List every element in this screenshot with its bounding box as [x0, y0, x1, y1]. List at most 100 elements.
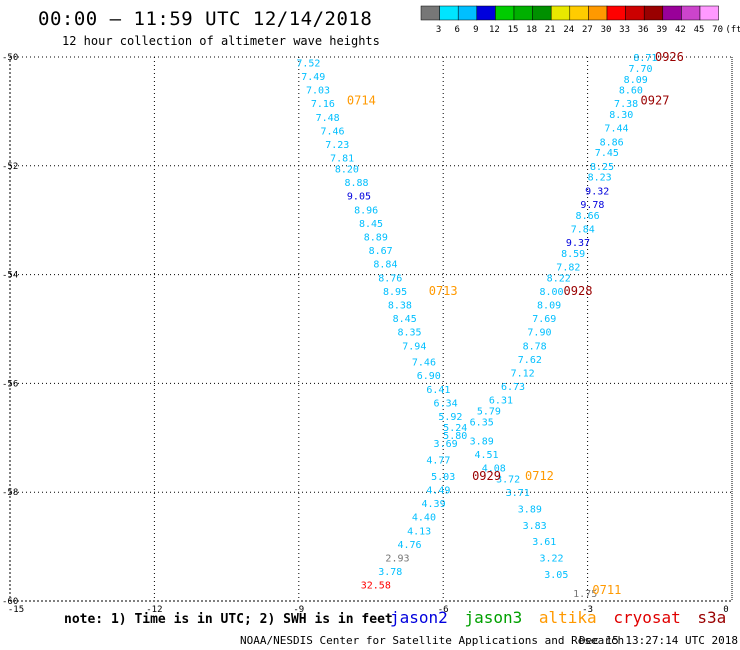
data-point-label: 4.51: [474, 450, 498, 461]
data-point-label: 7.94: [402, 341, 426, 352]
data-point-label: 6.73: [501, 382, 525, 393]
colorbar-label: 24: [563, 25, 574, 35]
data-point-label: 8.09: [624, 75, 648, 86]
colorbar-swatch: [550, 5, 571, 21]
data-point-label: 7.49: [301, 72, 325, 83]
data-point-label: 4.76: [397, 540, 421, 551]
data-point-label: 7.44: [604, 124, 628, 135]
data-point-label: 8.96: [354, 205, 378, 216]
x-tick-label: -3: [582, 605, 593, 615]
colorbar-label: (ft): [725, 25, 740, 35]
data-point-label: 4.39: [422, 499, 446, 510]
colorbar-swatch: [606, 5, 626, 21]
colorbar-label: 30: [601, 25, 612, 35]
data-point-label: 6.34: [434, 398, 458, 409]
data-point-label: 3.72: [496, 475, 520, 486]
data-point-label: 8.00: [539, 287, 563, 298]
pass-label: 0929: [472, 469, 501, 483]
data-point-label: 7.12: [511, 369, 535, 380]
colorbar-swatch: [662, 5, 682, 21]
data-point-label: 8.76: [378, 273, 402, 284]
colorbar-label: 42: [675, 25, 686, 35]
colorbar-label: 70: [712, 25, 723, 35]
data-point-label: 8.86: [600, 137, 624, 148]
colorbar-swatch: [532, 5, 552, 21]
data-point-label: 3.78: [378, 567, 402, 578]
legend-s3a: s3a: [697, 608, 727, 627]
data-point-label: 1.75: [573, 589, 597, 600]
colorbar-label: 27: [582, 25, 593, 35]
legend-jason3: jason3: [464, 608, 523, 627]
y-tick-label: -60: [2, 597, 18, 607]
data-point-label: 4.77: [426, 456, 450, 467]
data-point-label: 8.20: [335, 165, 359, 176]
data-point-label: 8.60: [619, 86, 643, 97]
y-tick-label: -50: [2, 53, 18, 63]
data-point-label: 7.62: [518, 355, 542, 366]
data-point-label: 5.80: [443, 431, 467, 442]
data-point-label: 3.89: [518, 505, 542, 516]
colorbar-swatch: [513, 5, 533, 21]
data-point-label: 8.67: [369, 246, 393, 257]
data-point-label: 3.61: [532, 537, 556, 548]
colorbar-label: 33: [619, 25, 630, 35]
data-point-label: 7.46: [412, 358, 436, 369]
data-point-label: 7.16: [311, 99, 335, 110]
page-subtitle: 12 hour collection of altimeter wave hei…: [62, 34, 380, 48]
colorbar-swatch: [625, 5, 645, 21]
data-point-label: 9.32: [585, 186, 609, 197]
data-point-label: 3.83: [523, 521, 547, 532]
legend-altika: altika: [538, 608, 597, 627]
pass-label: 0714: [347, 94, 376, 108]
data-point-label: 7.03: [306, 86, 330, 97]
colorbar-label: 6: [454, 25, 459, 35]
data-point-label: 8.59: [561, 249, 585, 260]
y-tick-label: -56: [2, 379, 18, 389]
data-point-label: 8.45: [393, 314, 417, 325]
x-tick-label: -6: [438, 605, 449, 615]
data-point-label: 8.09: [537, 301, 561, 312]
colorbar-label: 9: [473, 25, 478, 35]
x-tick-label: -15: [8, 605, 24, 615]
legend-jason2: jason2: [390, 608, 448, 627]
colorbar-swatch: [439, 5, 459, 21]
data-point-label: 8.30: [609, 110, 633, 121]
data-point-label: 3.22: [539, 553, 563, 564]
colorbar-label: 36: [638, 25, 649, 35]
data-point-label: 7.23: [325, 140, 349, 151]
data-point-label: 8.22: [547, 273, 571, 284]
colorbar-swatch: [476, 5, 496, 21]
colorbar-swatch: [569, 5, 589, 21]
data-point-label: 7.84: [571, 224, 595, 235]
data-point-label: 7.48: [316, 113, 340, 124]
data-point-label: 9.05: [347, 192, 371, 203]
data-point-label: 6.41: [426, 385, 450, 396]
data-point-label: 8.78: [523, 341, 547, 352]
y-tick-label: -54: [2, 271, 18, 281]
data-point-label: 6.31: [489, 396, 513, 407]
legend-cryosat: cryosat: [613, 608, 681, 627]
colorbar-label: 21: [545, 25, 556, 35]
data-point-label: 7.90: [527, 328, 551, 339]
page-title: 00:00 – 11:59 UTC 12/14/2018: [38, 8, 373, 30]
data-point-label: 4.49: [426, 485, 450, 496]
footer-credit: NOAA/NESDIS Center for Satellite Applica…: [240, 634, 625, 647]
data-point-label: 7.45: [595, 148, 619, 159]
data-point-label: 32.58: [361, 581, 391, 592]
data-point-label: 8.45: [359, 219, 383, 230]
colorbar-swatch: [643, 5, 664, 21]
colorbar-swatch: [495, 5, 515, 21]
data-point-label: 9.37: [566, 238, 590, 249]
data-point-label: 6.90: [417, 371, 441, 382]
data-point-label: 2.93: [385, 553, 409, 564]
plot-frame: [9, 56, 733, 602]
data-point-label: 8.66: [576, 211, 600, 222]
data-point-label: 8.84: [373, 260, 397, 271]
pass-label: 0928: [564, 284, 593, 298]
data-point-label: 5.92: [438, 412, 462, 423]
data-point-label: 8.35: [397, 328, 421, 339]
colorbar-label: 12: [489, 25, 500, 35]
data-point-label: 7.81: [330, 154, 354, 165]
data-point-label: 7.69: [532, 314, 556, 325]
